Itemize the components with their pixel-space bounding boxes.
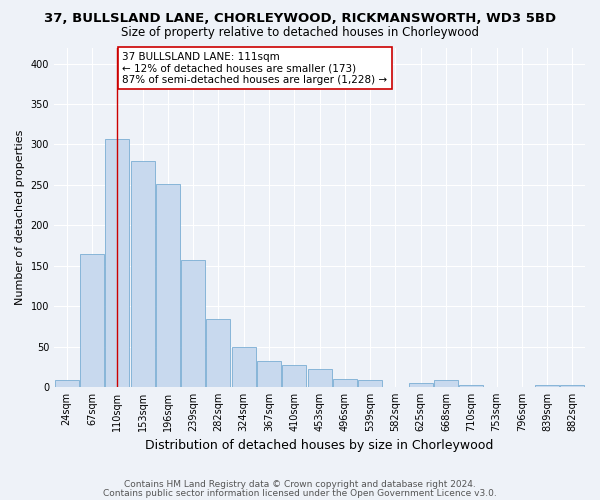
Bar — [535, 384, 559, 387]
Text: 37, BULLSLAND LANE, CHORLEYWOOD, RICKMANSWORTH, WD3 5BD: 37, BULLSLAND LANE, CHORLEYWOOD, RICKMAN… — [44, 12, 556, 26]
Bar — [282, 365, 306, 387]
Bar — [105, 139, 129, 387]
Bar — [232, 346, 256, 387]
Bar — [181, 260, 205, 387]
Bar — [80, 254, 104, 387]
Bar — [560, 386, 584, 387]
Bar — [434, 380, 458, 387]
Bar — [257, 361, 281, 387]
Text: Contains HM Land Registry data © Crown copyright and database right 2024.: Contains HM Land Registry data © Crown c… — [124, 480, 476, 489]
Bar — [206, 319, 230, 387]
Bar — [333, 379, 357, 387]
Y-axis label: Number of detached properties: Number of detached properties — [15, 130, 25, 305]
Bar — [55, 380, 79, 387]
Text: 37 BULLSLAND LANE: 111sqm
← 12% of detached houses are smaller (173)
87% of semi: 37 BULLSLAND LANE: 111sqm ← 12% of detac… — [122, 52, 388, 84]
Bar — [156, 184, 180, 387]
Bar — [409, 383, 433, 387]
Text: Contains public sector information licensed under the Open Government Licence v3: Contains public sector information licen… — [103, 489, 497, 498]
Bar — [308, 369, 332, 387]
Text: Size of property relative to detached houses in Chorleywood: Size of property relative to detached ho… — [121, 26, 479, 39]
Bar — [358, 380, 382, 387]
Bar — [131, 160, 155, 387]
Bar — [459, 384, 483, 387]
X-axis label: Distribution of detached houses by size in Chorleywood: Distribution of detached houses by size … — [145, 440, 494, 452]
